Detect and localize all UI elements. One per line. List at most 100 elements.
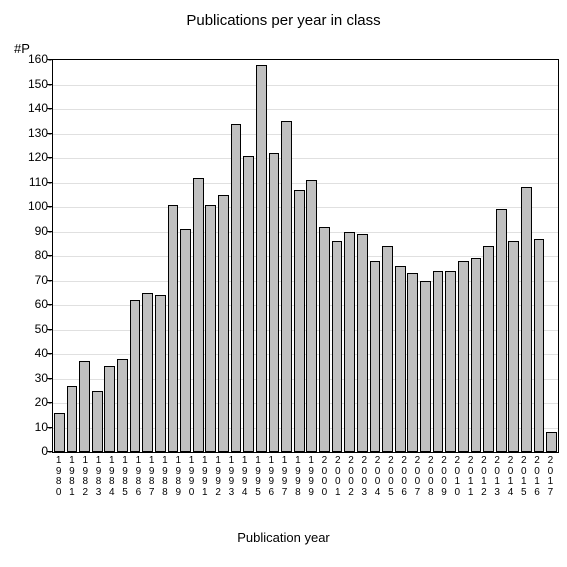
x-tick-label: 2010 <box>452 456 462 498</box>
x-tick-label: 2004 <box>373 456 383 498</box>
y-tick-mark <box>47 157 52 158</box>
x-tick-label: 1987 <box>147 456 157 498</box>
y-tick-label: 40- <box>6 346 52 360</box>
bar <box>306 180 317 452</box>
x-tick-label: 2012 <box>479 456 489 498</box>
y-tick-label: 60- <box>6 297 52 311</box>
y-tick-label: 110- <box>6 175 52 189</box>
y-tick-mark <box>47 231 52 232</box>
y-tick-label: 120- <box>6 150 52 164</box>
x-axis-label: Publication year <box>0 530 567 545</box>
y-tick-label: 90- <box>6 224 52 238</box>
bar <box>471 258 482 452</box>
y-tick-label: 0- <box>6 444 52 458</box>
x-tick-label: 2016 <box>532 456 542 498</box>
x-tick-label: 2017 <box>545 456 555 498</box>
x-tick-label: 1998 <box>293 456 303 498</box>
x-tick-label: 2005 <box>386 456 396 498</box>
bar <box>269 153 280 452</box>
y-tick-mark <box>47 255 52 256</box>
x-tick-label: 2000 <box>319 456 329 498</box>
bar <box>218 195 229 452</box>
bar <box>180 229 191 452</box>
bar <box>92 391 103 452</box>
bar <box>205 205 216 452</box>
bar <box>546 432 557 452</box>
x-tick-label: 1983 <box>94 456 104 498</box>
y-tick-label: 100- <box>6 199 52 213</box>
y-tick-label: 70- <box>6 273 52 287</box>
x-tick-label: 2007 <box>412 456 422 498</box>
bar <box>508 241 519 452</box>
bar <box>168 205 179 452</box>
bar <box>54 413 65 452</box>
x-tick-label: 1986 <box>133 456 143 498</box>
bar <box>433 271 444 452</box>
y-tick-mark <box>47 84 52 85</box>
bar <box>130 300 141 452</box>
bar <box>243 156 254 452</box>
y-tick-label: 30- <box>6 371 52 385</box>
y-tick-mark <box>47 329 52 330</box>
bar <box>332 241 343 452</box>
bar <box>521 187 532 452</box>
bar <box>155 295 166 452</box>
bar <box>420 281 431 453</box>
gridline <box>53 134 558 135</box>
x-tick-label: 1988 <box>160 456 170 498</box>
y-tick-mark <box>47 59 52 60</box>
y-tick-label: 150- <box>6 77 52 91</box>
gridline <box>53 109 558 110</box>
y-tick-mark <box>47 133 52 134</box>
x-tick-label: 1980 <box>54 456 64 498</box>
y-tick-mark <box>47 280 52 281</box>
x-tick-label: 2006 <box>399 456 409 498</box>
x-tick-label: 1993 <box>226 456 236 498</box>
x-tick-label: 2014 <box>505 456 515 498</box>
gridline <box>53 158 558 159</box>
x-tick-label: 2001 <box>333 456 343 498</box>
gridline <box>53 85 558 86</box>
y-tick-label: 10- <box>6 420 52 434</box>
bar <box>445 271 456 452</box>
x-tick-label: 2008 <box>426 456 436 498</box>
bar <box>231 124 242 452</box>
x-tick-label: 1990 <box>187 456 197 498</box>
y-tick-mark <box>47 108 52 109</box>
y-tick-mark <box>47 304 52 305</box>
y-tick-mark <box>47 353 52 354</box>
bar <box>483 246 494 452</box>
y-tick-mark <box>47 427 52 428</box>
y-tick-label: 160- <box>6 52 52 66</box>
y-tick-label: 80- <box>6 248 52 262</box>
chart-title: Publications per year in class <box>0 12 567 29</box>
x-tick-label: 1999 <box>306 456 316 498</box>
x-tick-label: 2015 <box>519 456 529 498</box>
y-tick-label: 20- <box>6 395 52 409</box>
x-tick-label: 1997 <box>280 456 290 498</box>
y-tick-label: 130- <box>6 126 52 140</box>
bar <box>294 190 305 452</box>
bar <box>319 227 330 452</box>
y-tick-mark <box>47 378 52 379</box>
x-tick-label: 1992 <box>213 456 223 498</box>
bar <box>104 366 115 452</box>
chart-container: Publications per year in class #P 0-10-2… <box>0 0 567 567</box>
x-tick-label: 1996 <box>266 456 276 498</box>
bar <box>534 239 545 452</box>
bar <box>382 246 393 452</box>
bar <box>193 178 204 452</box>
x-tick-label: 2002 <box>346 456 356 498</box>
bar <box>370 261 381 452</box>
x-tick-label: 2013 <box>492 456 502 498</box>
x-tick-label: 1985 <box>120 456 130 498</box>
x-tick-label: 1989 <box>173 456 183 498</box>
y-tick-mark <box>47 402 52 403</box>
x-tick-label: 2003 <box>359 456 369 498</box>
bar <box>281 121 292 452</box>
x-tick-label: 1982 <box>80 456 90 498</box>
bar <box>142 293 153 452</box>
bar <box>496 209 507 452</box>
x-tick-label: 2011 <box>466 456 476 498</box>
bar <box>256 65 267 452</box>
